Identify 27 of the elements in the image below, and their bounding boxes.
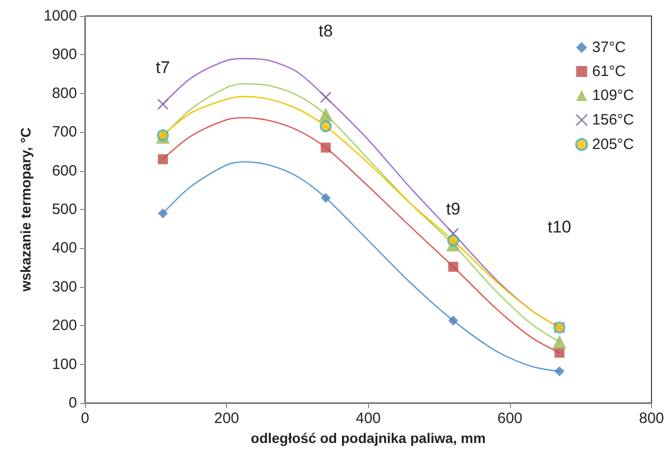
- legend-label: 109°C: [592, 87, 634, 104]
- y-tick-label: 800: [52, 84, 77, 102]
- legend-label: 37°C: [592, 39, 626, 56]
- x-tick-label: 0: [80, 410, 90, 427]
- y-tick-label: 400: [52, 240, 77, 257]
- annotation: t10: [548, 218, 572, 237]
- annotation: t7: [156, 58, 170, 78]
- y-tick-label: 600: [52, 162, 77, 180]
- y-tick-label: 0: [68, 394, 77, 412]
- y-tick-label: 100: [52, 356, 77, 373]
- y-tick-label: 900: [52, 46, 77, 64]
- x-tick-label: 800: [638, 410, 664, 427]
- x-tick-label: 600: [497, 410, 522, 427]
- y-tick-label: 1000: [44, 8, 77, 24]
- y-tick-label: 300: [52, 278, 77, 296]
- x-tick-label: 400: [356, 410, 381, 427]
- legend-label: 205°C: [592, 136, 634, 153]
- y-tick-label: 200: [52, 317, 77, 334]
- y-tick-label: 500: [52, 201, 77, 218]
- legend-label: 61°C: [592, 63, 626, 80]
- y-axis-title: wskazanie termopary, °C: [18, 127, 34, 293]
- x-tick-label: 200: [214, 410, 240, 427]
- annotation: t9: [446, 199, 460, 218]
- legend-label: 156°C: [592, 112, 634, 128]
- annotation: t8: [318, 21, 333, 40]
- x-axis-title: odległość od podajnika paliwa, mm: [250, 430, 486, 446]
- y-tick-label: 700: [52, 124, 77, 141]
